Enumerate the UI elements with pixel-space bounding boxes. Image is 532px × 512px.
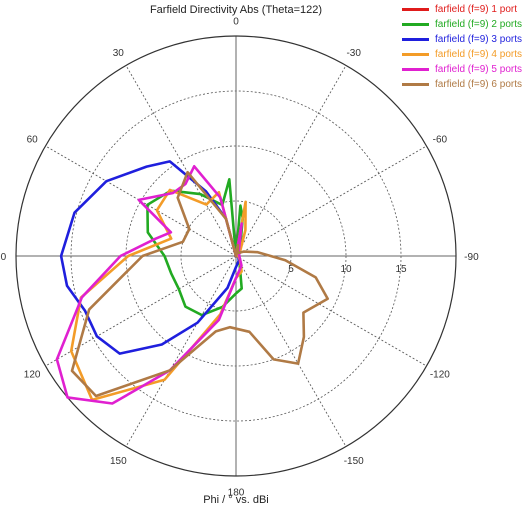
radial-tick-label: 5 <box>288 264 294 275</box>
legend-label: farfield (f=9) 2 ports <box>435 19 522 30</box>
grid-spoke <box>235 65 347 257</box>
angle-tick-label: 60 <box>27 134 39 145</box>
legend-item: farfield (f=9) 6 ports <box>402 77 530 92</box>
angle-tick-label: 120 <box>24 370 41 381</box>
legend-label: farfield (f=9) 1 port <box>435 4 517 15</box>
legend-swatch <box>402 8 429 11</box>
grid-spoke <box>235 255 347 447</box>
legend-swatch <box>402 23 429 26</box>
legend-item: farfield (f=9) 2 ports <box>402 17 530 32</box>
angle-tick-label: 150 <box>110 456 127 467</box>
legend: farfield (f=9) 1 port farfield (f=9) 2 po… <box>402 2 530 92</box>
series-line-6 <box>70 170 329 398</box>
grid-spoke <box>235 255 427 367</box>
axis-label: Phi / ° vs. dBi <box>203 494 269 506</box>
angle-tick-label: -60 <box>433 134 448 145</box>
angle-tick-label: -30 <box>346 48 361 59</box>
grid-spoke <box>125 255 237 447</box>
legend-label: farfield (f=9) 6 ports <box>435 79 522 90</box>
legend-swatch <box>402 68 429 71</box>
angle-tick-label: 30 <box>113 48 125 59</box>
radial-tick-label: 15 <box>395 264 407 275</box>
grid-spoke <box>125 65 237 257</box>
outer-circle <box>15 35 457 477</box>
legend-label: farfield (f=9) 5 ports <box>435 64 522 75</box>
legend-label: farfield (f=9) 3 ports <box>435 34 522 45</box>
legend-item: farfield (f=9) 1 port <box>402 2 530 17</box>
legend-item: farfield (f=9) 4 ports <box>402 47 530 62</box>
chart-title: Farfield Directivity Abs (Theta=122) <box>149 4 323 16</box>
legend-item: farfield (f=9) 3 ports <box>402 32 530 47</box>
angle-tick-label: -90 <box>464 252 479 263</box>
legend-swatch <box>402 38 429 41</box>
legend-item: farfield (f=9) 5 ports <box>402 62 530 77</box>
legend-swatch <box>402 83 429 86</box>
angle-tick-label: -150 <box>344 456 364 467</box>
angle-tick-label: 180 <box>228 487 245 498</box>
angle-tick-label: 0 <box>233 17 239 28</box>
angle-tick-label: -120 <box>430 370 450 381</box>
grid-spoke <box>235 145 427 257</box>
radial-tick-label: 10 <box>340 264 352 275</box>
grid-spoke <box>45 255 237 367</box>
angle-tick-label: 90 <box>0 252 7 263</box>
legend-swatch <box>402 53 429 56</box>
legend-label: farfield (f=9) 4 ports <box>435 49 522 60</box>
